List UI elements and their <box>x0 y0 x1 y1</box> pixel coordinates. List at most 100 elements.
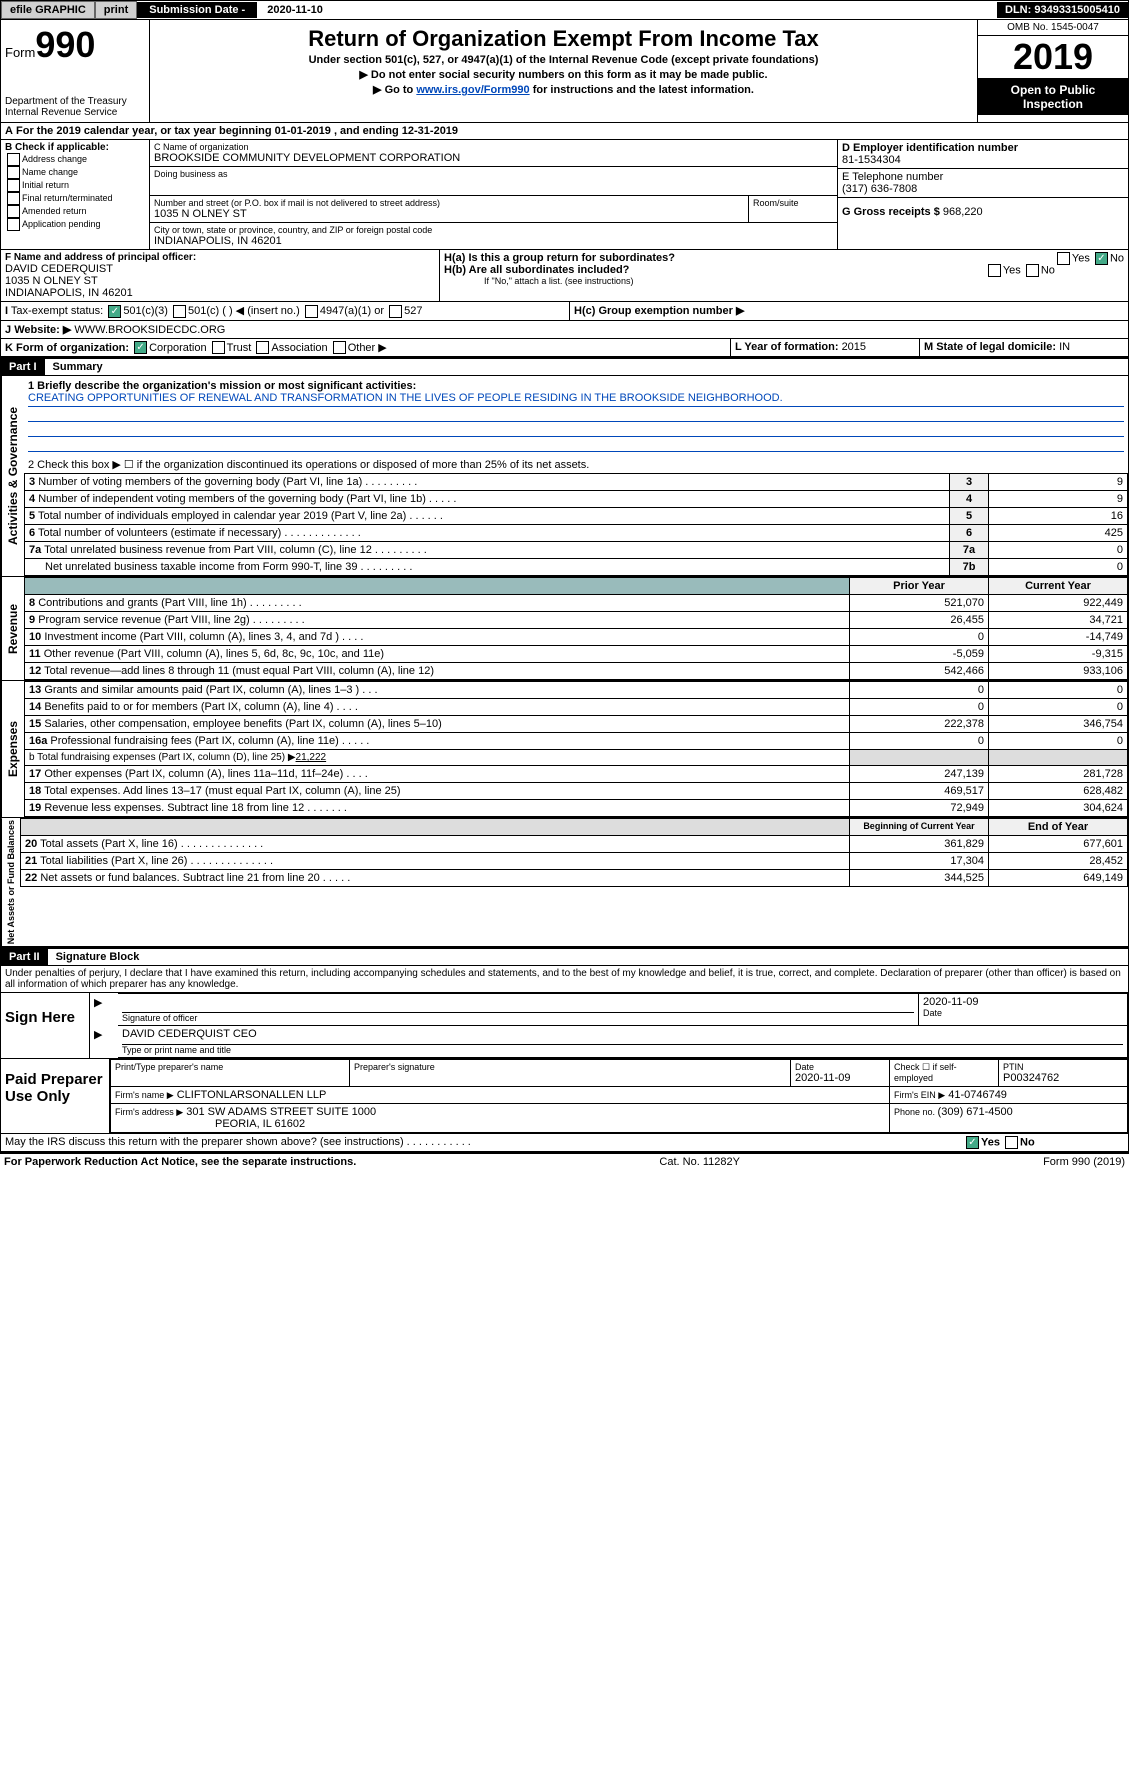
line16a-label: Professional fundraising fees (Part IX, … <box>50 735 369 747</box>
paid-preparer-label: Paid Preparer Use Only <box>1 1059 110 1133</box>
checkbox-pending[interactable] <box>7 218 20 231</box>
discuss-yes-cb[interactable]: ✓ <box>966 1136 979 1149</box>
i-4947: 4947(a)(1) or <box>320 305 384 317</box>
hdr2-beg: Beginning of Current Year <box>850 819 989 836</box>
line3-val: 9 <box>989 474 1128 491</box>
sign-here-label: Sign Here <box>1 993 90 1058</box>
line14-cy: 0 <box>989 699 1128 716</box>
firm-addr-label: Firm's address ▶ <box>115 1107 183 1117</box>
officer-city: INDIANAPOLIS, IN 46201 <box>5 287 435 299</box>
mission-blank2 <box>28 422 1124 437</box>
m-label: M State of legal domicile: <box>924 341 1059 353</box>
line17-label: Other expenses (Part IX, column (A), lin… <box>44 768 367 780</box>
i-501c: 501(c) ( ) ◀ (insert no.) <box>188 305 300 317</box>
mission-blank3 <box>28 437 1124 452</box>
i-527-cb[interactable] <box>389 305 402 318</box>
sig-date: 2020-11-09 <box>923 996 1123 1008</box>
form-word: Form <box>5 45 35 60</box>
website[interactable]: WWW.BROOKSIDECDC.ORG <box>74 324 225 336</box>
checkbox-initial[interactable] <box>7 179 20 192</box>
firm-name: CLIFTONLARSONALLEN LLP <box>177 1089 327 1101</box>
line5-val: 16 <box>989 508 1128 525</box>
b-address-change: Address change <box>22 154 87 164</box>
i-501c3-cb[interactable]: ✓ <box>108 305 121 318</box>
k-assoc: Association <box>271 342 327 354</box>
discuss-no-cb[interactable] <box>1005 1136 1018 1149</box>
line20-cy: 677,601 <box>989 836 1128 853</box>
hdr-current: Current Year <box>989 578 1128 595</box>
line8-py: 521,070 <box>850 595 989 612</box>
part1-title: Summary <box>45 359 111 375</box>
submission-label-text: Submission Date - <box>149 4 245 16</box>
b-final: Final return/terminated <box>22 193 113 203</box>
addr-label: Number and street (or P.O. box if mail i… <box>154 198 744 208</box>
line4-idx: 4 <box>950 491 989 508</box>
dba-label: Doing business as <box>154 169 833 179</box>
line10-cy: -14,749 <box>989 629 1128 646</box>
k-trust-cb[interactable] <box>212 341 225 354</box>
hc: H(c) Group exemption number ▶ <box>574 305 744 317</box>
line20-py: 361,829 <box>850 836 989 853</box>
part1-bar: Part I <box>1 359 45 375</box>
line7b-label: Net unrelated business taxable income fr… <box>45 561 412 573</box>
irs-label: Internal Revenue Service <box>5 107 145 118</box>
ha-no-cb[interactable]: ✓ <box>1095 252 1108 265</box>
hb-text: H(b) Are all subordinates included? <box>444 264 629 276</box>
i-501c-cb[interactable] <box>173 305 186 318</box>
efile-button[interactable]: efile GRAPHIC <box>1 1 95 19</box>
line12-label: Total revenue—add lines 8 through 11 (mu… <box>44 665 434 677</box>
i-527: 527 <box>404 305 422 317</box>
goto-prefix: ▶ Go to <box>373 84 416 96</box>
b-initial: Initial return <box>22 180 69 190</box>
k-corp-cb[interactable]: ✓ <box>134 341 147 354</box>
year-formation: 2015 <box>842 341 866 353</box>
checkbox-final[interactable] <box>7 192 20 205</box>
line13-cy: 0 <box>989 682 1128 699</box>
line12-py: 542,466 <box>850 663 989 680</box>
hb-yes: Yes <box>1003 264 1021 276</box>
section-ag: Activities & Governance <box>1 376 24 576</box>
b-name-change: Name change <box>22 167 78 177</box>
line-a-text: For the 2019 calendar year, or tax year … <box>16 125 458 137</box>
section-na: Net Assets or Fund Balances <box>1 818 20 946</box>
line21-label: Total liabilities (Part X, line 26) . . … <box>40 855 273 867</box>
form-number: 990 <box>35 24 95 65</box>
k-assoc-cb[interactable] <box>256 341 269 354</box>
firm-addr1: 301 SW ADAMS STREET SUITE 1000 <box>186 1106 376 1118</box>
line6-val: 425 <box>989 525 1128 542</box>
open-inspection: Open to Public Inspection <box>978 79 1128 115</box>
discuss-yes: Yes <box>981 1137 1000 1149</box>
line19-label: Revenue less expenses. Subtract line 18 … <box>44 802 347 814</box>
ha-yes-cb[interactable] <box>1057 252 1070 265</box>
gross-receipts: 968,220 <box>943 206 983 218</box>
line13-py: 0 <box>850 682 989 699</box>
k-other-cb[interactable] <box>333 341 346 354</box>
prep-h4: Check ☐ if self-employed <box>894 1062 994 1083</box>
hb-no-cb[interactable] <box>1026 264 1039 277</box>
i-501c3: 501(c)(3) <box>123 305 168 317</box>
line4-val: 9 <box>989 491 1128 508</box>
checkbox-address[interactable] <box>7 153 20 166</box>
officer-name: DAVID CEDERQUIST <box>5 263 435 275</box>
form-header: Form990 Department of the Treasury Inter… <box>0 20 1129 123</box>
irs-link[interactable]: www.irs.gov/Form990 <box>416 84 529 96</box>
b-label: B Check if applicable: <box>5 142 145 153</box>
hb-yes-cb[interactable] <box>988 264 1001 277</box>
j-label: Website: ▶ <box>14 324 71 336</box>
line16a-py: 0 <box>850 733 989 750</box>
line14-py: 0 <box>850 699 989 716</box>
checkbox-amended[interactable] <box>7 205 20 218</box>
phone-label: Phone no. <box>894 1107 938 1117</box>
ptin: P00324762 <box>1003 1072 1123 1084</box>
officer-signature[interactable] <box>122 996 914 1013</box>
checkbox-name[interactable] <box>7 166 20 179</box>
prep-h5: PTIN <box>1003 1062 1123 1072</box>
i-4947-cb[interactable] <box>305 305 318 318</box>
line18-py: 469,517 <box>850 783 989 800</box>
line4-label: Number of independent voting members of … <box>38 493 456 505</box>
print-button[interactable]: print <box>95 1 137 19</box>
e-label: E Telephone number <box>842 171 1124 183</box>
pra-notice: For Paperwork Reduction Act Notice, see … <box>4 1156 356 1168</box>
f-label: F Name and address of principal officer: <box>5 252 435 263</box>
room-label: Room/suite <box>753 198 833 208</box>
